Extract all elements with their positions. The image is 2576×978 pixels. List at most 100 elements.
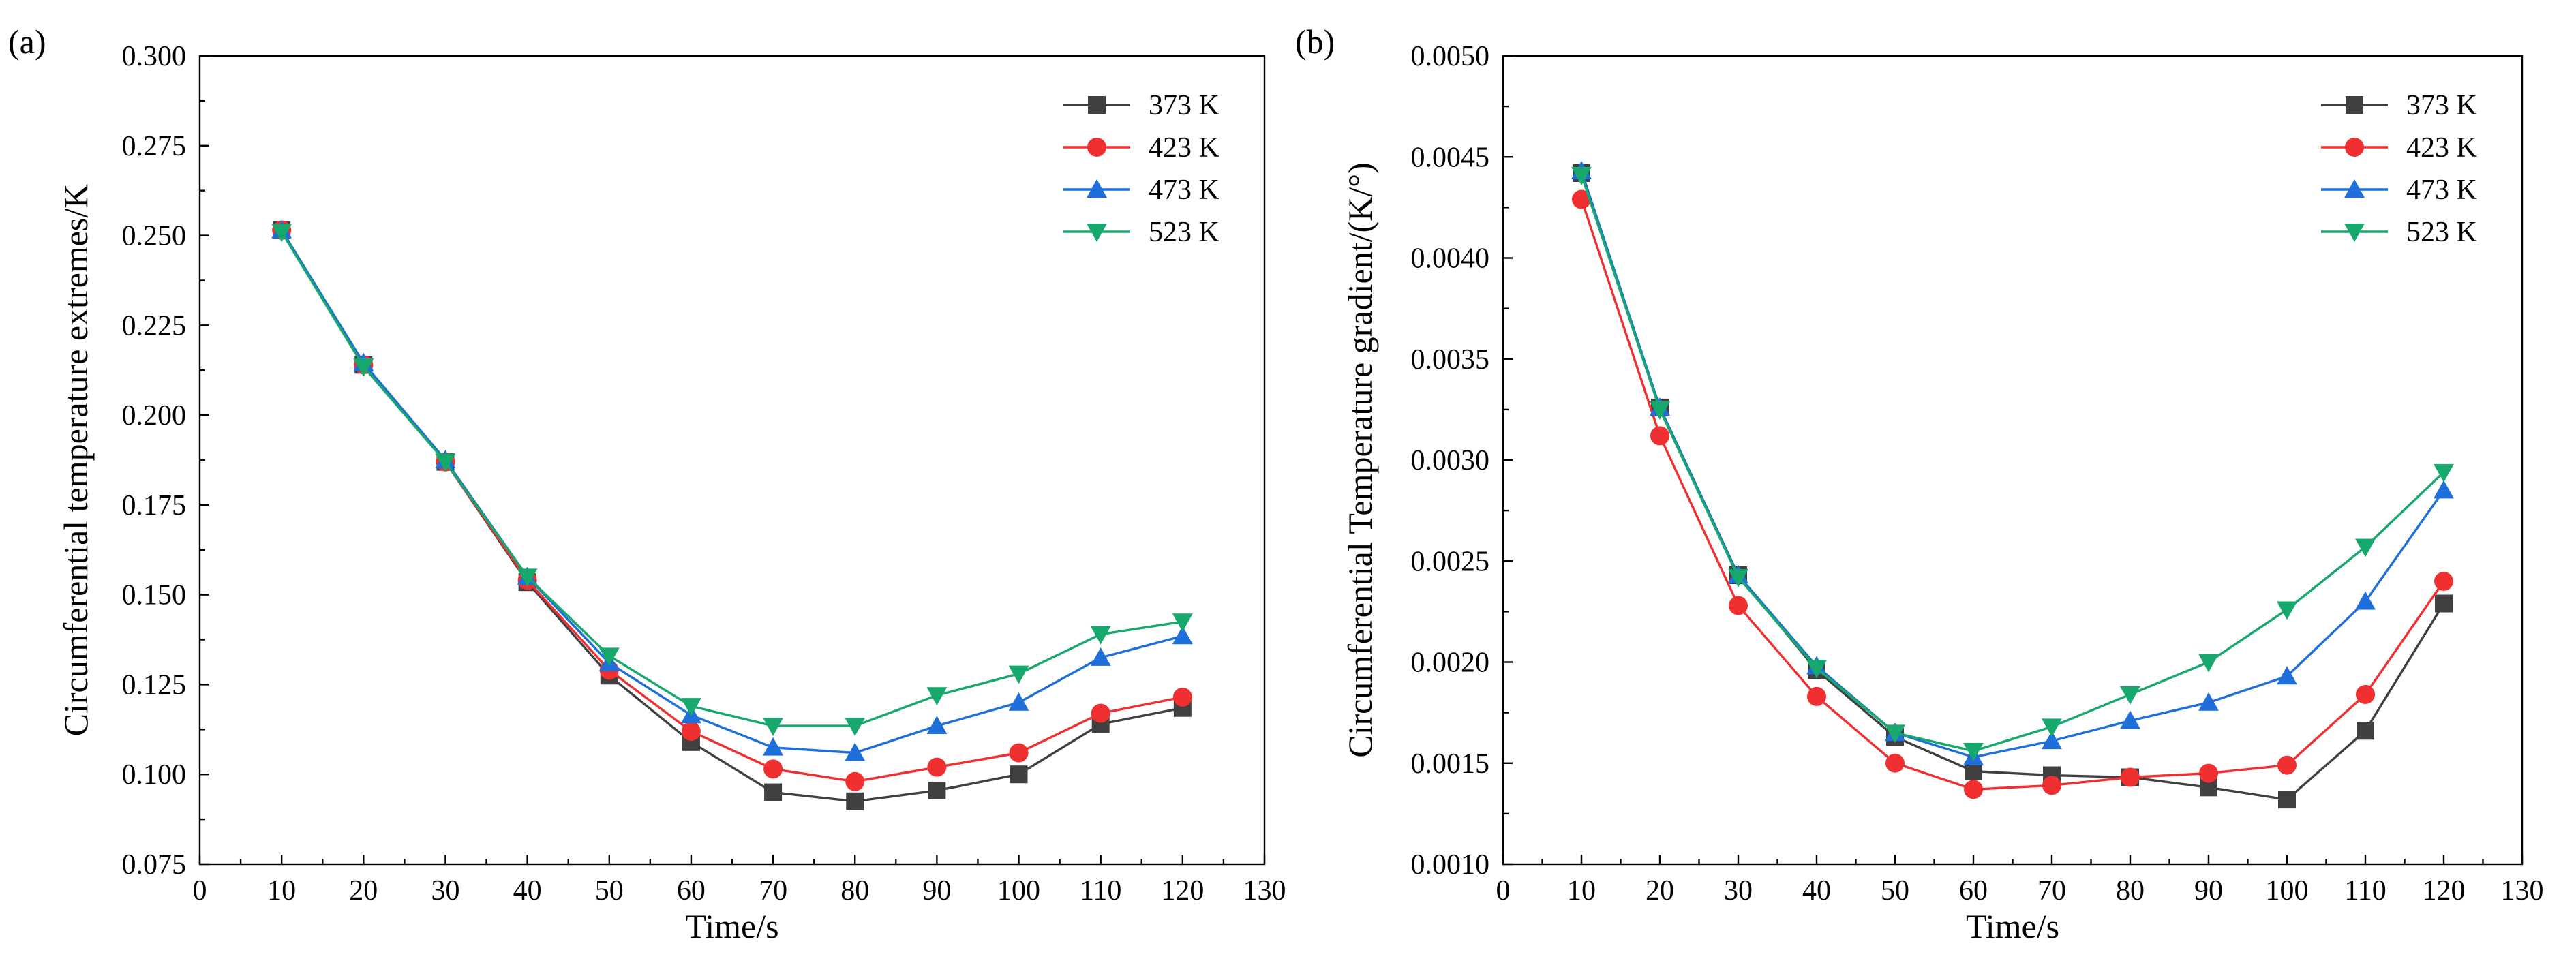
x-tick-label: 0 — [193, 875, 207, 906]
x-tick-label: 50 — [595, 875, 624, 906]
data-point — [680, 698, 701, 717]
data-point — [1728, 569, 1748, 587]
y-axis-title: Circumferential Temperature gradient/(K/… — [1341, 162, 1379, 758]
data-point — [845, 771, 865, 791]
x-tick-label: 110 — [2344, 875, 2386, 906]
data-point — [1172, 687, 1192, 707]
y-tick-label: 0.0015 — [1411, 748, 1490, 780]
x-tick-label: 70 — [759, 875, 787, 906]
data-point — [1571, 166, 1592, 185]
x-tick-label: 90 — [922, 875, 951, 906]
x-tick-label: 50 — [1881, 875, 1909, 906]
x-tick-label: 30 — [431, 875, 459, 906]
legend-item: 473 K — [2321, 174, 2477, 206]
legend-item: 523 K — [1063, 217, 1219, 248]
data-point — [1885, 724, 1905, 744]
data-point — [1172, 613, 1193, 632]
data-point — [2120, 686, 2140, 705]
series-line — [280, 231, 1183, 727]
data-point — [1885, 753, 1905, 773]
data-point — [1965, 762, 1982, 780]
data-point — [2434, 480, 2454, 499]
series-423-k — [1572, 189, 2453, 799]
x-tick-label: 130 — [2501, 875, 2544, 906]
series-523-k — [271, 224, 1193, 737]
data-point — [598, 647, 620, 667]
data-point — [2277, 666, 2297, 685]
legend-item: 373 K — [2321, 90, 2477, 121]
legend-item: 523 K — [2321, 217, 2477, 248]
legend-label: 523 K — [2406, 217, 2477, 248]
data-point — [763, 759, 783, 779]
data-point — [1650, 401, 1670, 420]
y-tick-label: 0.125 — [122, 669, 187, 701]
y-tick-label: 0.300 — [122, 41, 187, 72]
legend-label: 423 K — [2406, 132, 2477, 164]
y-tick-label: 0.0035 — [1411, 344, 1490, 376]
x-tick-label: 60 — [677, 875, 706, 906]
series-473-k — [271, 219, 1193, 761]
y-tick-label: 0.250 — [122, 221, 187, 252]
data-point — [1008, 692, 1029, 711]
y-tick-label: 0.200 — [122, 400, 187, 431]
y-tick-label: 0.0010 — [1411, 849, 1490, 881]
data-point — [926, 716, 948, 735]
data-point — [1807, 686, 1826, 706]
chart-panel-a: (a) 0 10 20 30 40 50 60 70 80 90 100 110 120 130 0.075 0… — [8, 22, 1286, 945]
data-point — [1090, 626, 1111, 645]
legend-label: 473 K — [2406, 174, 2477, 206]
series-373-k — [273, 221, 1192, 810]
x-tick-label: 120 — [2423, 875, 2466, 906]
y-tick-label: 0.175 — [122, 490, 187, 521]
data-point — [2277, 755, 2297, 775]
x-tick-label: 60 — [1959, 875, 1988, 906]
data-point — [1091, 703, 1110, 723]
legend-label: 373 K — [2406, 90, 2477, 121]
data-point — [2042, 718, 2062, 737]
x-tick-label: 80 — [2116, 875, 2145, 906]
x-tick-label: 80 — [840, 875, 869, 906]
legend-marker — [1087, 138, 1106, 157]
data-point — [763, 718, 784, 737]
y-tick-label: 0.0020 — [1411, 647, 1490, 679]
data-point — [2356, 684, 2375, 704]
y-tick-label: 0.075 — [122, 849, 187, 881]
plot-frame — [198, 55, 1266, 866]
data-point — [1090, 647, 1111, 666]
data-point — [763, 737, 784, 756]
series-423-k — [272, 220, 1192, 791]
plot-frame — [1502, 55, 2524, 866]
legend-item: 423 K — [2321, 132, 2477, 164]
x-tick-label: 10 — [267, 875, 296, 906]
series-line — [280, 229, 1183, 754]
data-point — [271, 224, 292, 243]
legend-marker — [2344, 224, 2365, 242]
x-tick-label: 100 — [2266, 875, 2309, 906]
panel-label: (b) — [1295, 22, 1335, 61]
data-point — [2278, 791, 2296, 809]
data-point — [2042, 776, 2061, 795]
x-tick-label: 20 — [349, 875, 378, 906]
x-tick-label: 70 — [2037, 875, 2066, 906]
x-tick-label: 40 — [513, 875, 542, 906]
data-point — [2121, 767, 2140, 787]
y-tick-label: 0.100 — [122, 759, 187, 791]
data-point — [928, 781, 946, 799]
legend-marker — [1087, 179, 1107, 198]
data-point — [1963, 743, 1984, 761]
data-point — [1572, 189, 1591, 209]
data-point — [845, 742, 866, 761]
data-point — [2434, 571, 2453, 591]
x-tick-label: 0 — [1496, 875, 1511, 906]
data-point — [2120, 710, 2140, 729]
data-point — [2277, 601, 2297, 620]
x-tick-label: 130 — [1243, 875, 1286, 906]
data-point — [2434, 463, 2454, 483]
x-tick-label: 40 — [1802, 875, 1831, 906]
legend-label: 423 K — [1149, 132, 1219, 164]
series-523-k — [1571, 166, 2454, 761]
legend-label: 473 K — [1149, 174, 1219, 206]
data-point — [1729, 596, 1748, 615]
x-tick-label: 30 — [1724, 875, 1753, 906]
